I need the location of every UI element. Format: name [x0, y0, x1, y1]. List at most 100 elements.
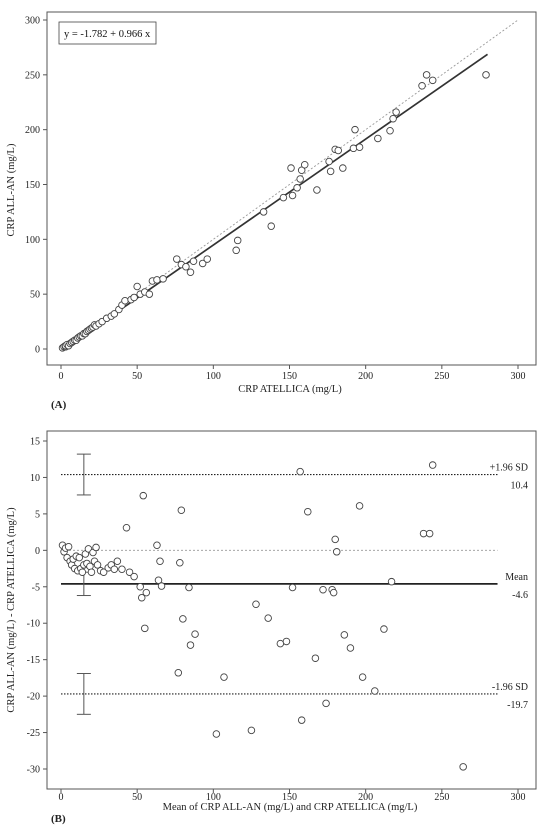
data-point — [198, 259, 207, 268]
data-point — [259, 208, 268, 216]
data-point — [418, 82, 426, 90]
y-tick-label: 150 — [25, 180, 40, 191]
x-tick-label: 50 — [132, 792, 142, 803]
data-point — [220, 673, 228, 681]
data-point — [459, 763, 467, 771]
data-point — [130, 572, 138, 581]
y-tick-label: -30 — [27, 765, 40, 776]
x-tick-label: 150 — [282, 371, 297, 382]
data-point — [389, 114, 397, 123]
data-point — [75, 553, 84, 562]
x-tick-label: 200 — [358, 792, 373, 803]
x-tick-label: 100 — [206, 371, 221, 382]
data-point — [92, 543, 100, 552]
x-tick-label: 200 — [358, 371, 373, 382]
y-tick-label: -15 — [27, 655, 40, 666]
data-point — [387, 577, 396, 586]
data-point — [189, 257, 198, 266]
data-point — [276, 639, 285, 648]
data-point — [157, 582, 166, 590]
data-point — [191, 630, 199, 638]
data-point — [87, 568, 96, 576]
x-tick-label: 0 — [59, 371, 64, 382]
y-tick-label: 250 — [25, 70, 40, 81]
data-point — [173, 255, 181, 263]
data-point — [319, 585, 327, 594]
panel-label-a: (A) — [51, 399, 67, 411]
data-point — [428, 76, 437, 85]
data-point — [78, 568, 87, 576]
data-point — [212, 730, 221, 738]
mean-value: -4.6 — [512, 590, 528, 601]
data-point — [177, 506, 186, 514]
data-point — [267, 222, 275, 230]
data-point — [300, 161, 309, 169]
y-tick-label: 5 — [35, 509, 40, 520]
y-tick-label: 100 — [25, 235, 40, 246]
data-point — [340, 631, 349, 639]
data-point — [296, 467, 304, 476]
data-point — [311, 654, 320, 662]
data-point — [122, 523, 131, 532]
data-point — [334, 146, 342, 155]
data-point — [287, 164, 295, 172]
x-tick-label: 300 — [511, 371, 526, 382]
data-point — [332, 548, 341, 556]
data-point — [322, 699, 330, 708]
data-point — [425, 529, 434, 538]
y-tick-label: -20 — [27, 692, 40, 703]
data-point — [374, 134, 382, 143]
data-point — [358, 673, 367, 681]
data-point — [422, 71, 431, 79]
data-point — [99, 568, 108, 576]
regression-equation: y = -1.782 + 0.966 x — [64, 29, 151, 40]
x-tick-label: 50 — [132, 371, 142, 382]
data-point — [110, 565, 119, 574]
data-point — [329, 588, 338, 597]
y-tick-label: 200 — [25, 125, 40, 136]
data-point — [118, 565, 126, 574]
y-axis-label-a: CRP ALL-AN (mg/L) — [6, 143, 17, 236]
y-tick-label: 0 — [35, 345, 40, 356]
x-tick-label: 300 — [511, 792, 526, 803]
data-point — [482, 71, 490, 79]
data-point — [331, 535, 339, 544]
data-point — [121, 296, 129, 305]
data-point — [232, 246, 240, 255]
data-point — [380, 625, 388, 633]
data-point — [351, 125, 359, 134]
data-point — [136, 583, 144, 591]
regression-plot: 0 50 100 150 200 250 300 0 50 100 150 200 250 300 y =… — [6, 11, 537, 411]
data-point — [139, 491, 148, 500]
data-point — [339, 164, 347, 172]
x-tick-label: 150 — [282, 792, 297, 803]
data-point — [419, 529, 428, 538]
plot-frame-a — [46, 11, 537, 366]
data-point — [288, 191, 297, 200]
y-tick-label: 15 — [30, 437, 40, 448]
lower-limit-name: -1.96 SD — [492, 682, 528, 693]
data-point — [130, 293, 138, 302]
data-point — [142, 588, 151, 597]
data-point — [153, 276, 161, 284]
data-point — [154, 576, 163, 584]
data-point — [153, 541, 161, 549]
data-point — [346, 644, 355, 652]
data-point — [185, 583, 193, 592]
data-point — [371, 687, 379, 695]
data-point — [233, 236, 242, 245]
data-point — [355, 502, 364, 510]
plot-frame-b — [46, 430, 537, 790]
data-point — [304, 507, 312, 516]
data-point — [133, 282, 141, 291]
data-point — [145, 290, 154, 298]
y-tick-label: 50 — [30, 290, 40, 301]
data-point — [186, 268, 195, 276]
data-point — [247, 726, 256, 735]
data-point — [282, 637, 291, 646]
data-point — [137, 593, 146, 602]
data-point — [252, 600, 260, 609]
y-tick-label: -10 — [27, 619, 40, 630]
data-point — [64, 542, 73, 551]
data-point — [182, 263, 190, 271]
